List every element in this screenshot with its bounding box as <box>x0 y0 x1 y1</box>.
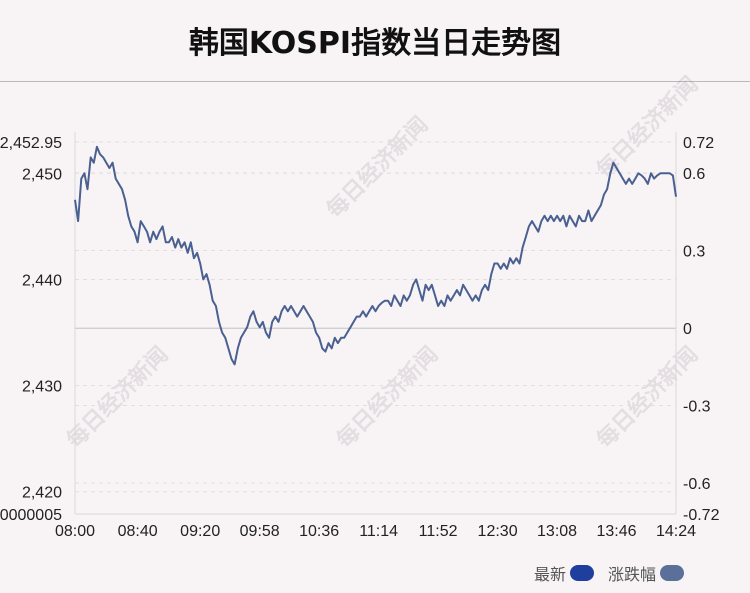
x-tick-label: 10:36 <box>299 523 339 540</box>
y2-tick-label: 0.6 <box>683 166 705 183</box>
x-tick-label: 12:30 <box>478 523 518 540</box>
x-axis-ticks: 08:00 08:40 09:20 09:58 10:36 11:14 11:52 12:30… <box>55 523 696 540</box>
x-tick-label: 09:20 <box>180 523 220 540</box>
legend-swatch-change <box>660 565 684 581</box>
chart-title: 韩国KOSPI指数当日走势图 <box>188 26 562 61</box>
legend-label-change: 涨跌幅 <box>607 565 656 584</box>
x-tick-label: 11:14 <box>359 523 398 540</box>
y2-tick-label: 0 <box>683 321 692 338</box>
axes <box>74 132 677 515</box>
title-divider <box>0 81 750 82</box>
legend-item-change[interactable]: 涨跌幅 <box>608 561 684 585</box>
y-tick-label: 2,452.95 <box>0 135 62 152</box>
series-line <box>74 145 677 366</box>
x-tick-label: 11:52 <box>419 523 458 540</box>
x-tick-label: 09:58 <box>240 523 280 540</box>
y-tick-label: 2,420 <box>22 485 62 502</box>
right-axis-ticks: 0.72 0.6 0.3 0 -0.3 -0.6 -0.72 <box>683 135 720 524</box>
legend-item-latest[interactable]: 最新 <box>534 561 594 585</box>
grid-lines <box>75 141 676 515</box>
x-tick-label: 08:00 <box>55 523 95 540</box>
legend-label-latest: 最新 <box>533 565 566 584</box>
y-tick-label: 2,440 <box>22 272 62 289</box>
x-tick-label: 14:24 <box>656 523 696 540</box>
x-tick-label: 13:46 <box>597 523 637 540</box>
x-tick-label: 08:40 <box>118 523 158 540</box>
y-tick-label: 0000005 <box>0 507 62 524</box>
legend: 最新 涨跌幅 <box>520 561 684 585</box>
y2-tick-label: 0.3 <box>683 244 705 261</box>
y-tick-label: 2,450 <box>22 166 62 183</box>
y2-tick-label: -0.72 <box>683 507 720 524</box>
y2-tick-label: -0.3 <box>683 399 711 416</box>
left-axis-ticks: 2,452.95 2,450 2,440 2,430 2,420 0000005 <box>0 135 62 524</box>
legend-swatch-latest <box>569 565 594 581</box>
series-layer <box>74 145 677 366</box>
y2-tick-label: -0.6 <box>683 476 711 493</box>
y-tick-label: 2,430 <box>22 379 62 396</box>
y2-tick-label: 0.72 <box>683 135 714 152</box>
x-tick-label: 13:08 <box>537 523 577 540</box>
